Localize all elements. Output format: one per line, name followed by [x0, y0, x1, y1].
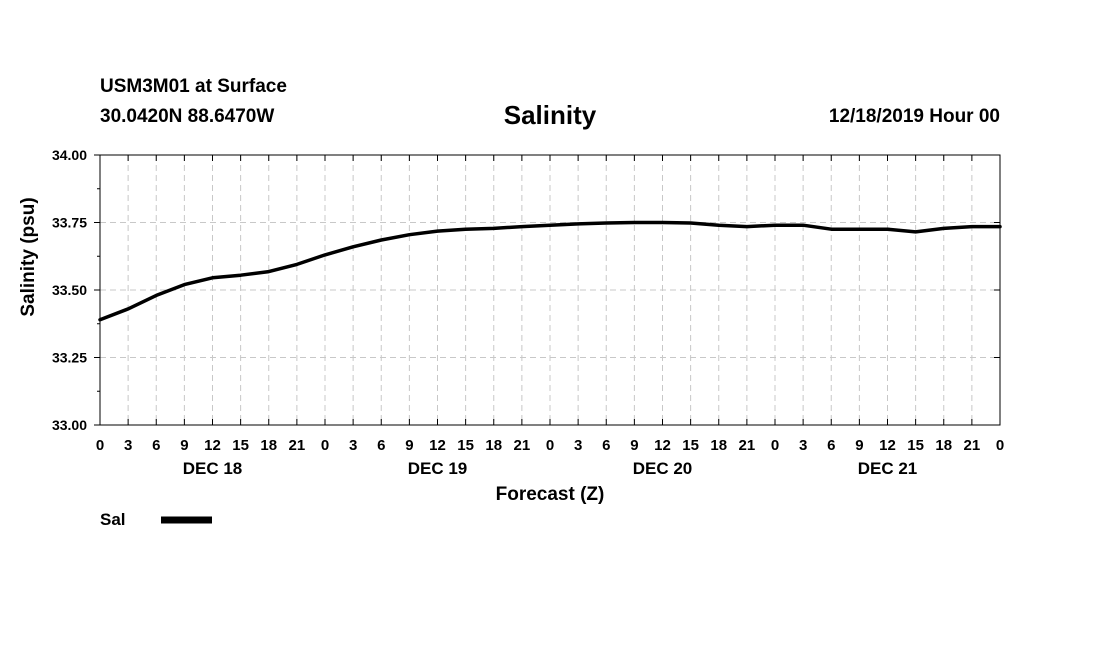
x-tick-label: 6	[152, 437, 160, 454]
x-tick-label: 12	[654, 437, 671, 454]
x-tick-label: 9	[405, 437, 413, 454]
x-tick-label: 9	[630, 437, 638, 454]
chart-title: Salinity	[503, 100, 597, 130]
x-tick-label: 18	[935, 437, 952, 454]
x-tick-label: 0	[96, 437, 104, 454]
y-tick-label: 33.50	[52, 282, 87, 298]
y-tick-label: 33.00	[52, 417, 87, 433]
x-tick-label: 18	[710, 437, 727, 454]
legend-label: Sal	[100, 510, 126, 529]
x-tick-label: 3	[799, 437, 807, 454]
x-tick-label: 0	[546, 437, 554, 454]
x-tick-label: 12	[879, 437, 896, 454]
grid	[100, 155, 1000, 425]
x-tick-label: 12	[204, 437, 221, 454]
x-tick-label: 6	[377, 437, 385, 454]
y-tick-label: 34.00	[52, 147, 87, 163]
axes	[94, 154, 1001, 426]
x-tick-label: 0	[996, 437, 1004, 454]
x-tick-label: 9	[855, 437, 863, 454]
x-tick-label: 3	[574, 437, 582, 454]
x-tick-label: 9	[180, 437, 188, 454]
x-tick-label: 21	[289, 437, 306, 454]
x-tick-label: 15	[232, 437, 249, 454]
x-tick-label: 6	[827, 437, 835, 454]
x-tick-label: 15	[907, 437, 924, 454]
plot-frame	[99, 154, 1001, 426]
x-tick-label: 15	[457, 437, 474, 454]
y-tick-label: 33.75	[52, 215, 87, 231]
tick-labels: 0 3 6 9 12 15 18 21 0 3 6 9 12 15 18 21 0 3 6 9 12 15 18 21 0 3 6 9…	[52, 147, 1004, 478]
forecast-date-label: 12/18/2019 Hour 00	[828, 106, 1000, 127]
x-tick-label: 18	[485, 437, 502, 454]
x-axis-label: Forecast (Z)	[496, 484, 605, 505]
day-label: DEC 19	[408, 459, 468, 478]
coordinates-label: 30.0420N 88.6470W	[100, 106, 275, 127]
x-tick-label: 21	[964, 437, 981, 454]
x-tick-label: 6	[602, 437, 610, 454]
y-tick-label: 33.25	[52, 350, 87, 366]
x-tick-label: 0	[321, 437, 329, 454]
x-tick-label: 0	[771, 437, 779, 454]
x-tick-label: 18	[260, 437, 277, 454]
x-tick-label: 12	[429, 437, 446, 454]
day-label: DEC 21	[858, 459, 918, 478]
y-axis-label: Salinity (psu)	[18, 197, 39, 316]
x-tick-label: 21	[514, 437, 531, 454]
series-layer	[98, 220, 1002, 322]
series-line-sal	[98, 220, 1002, 322]
x-tick-label: 3	[124, 437, 132, 454]
x-tick-label: 21	[739, 437, 756, 454]
day-label: DEC 20	[633, 459, 693, 478]
station-label: USM3M01 at Surface	[100, 76, 287, 97]
x-tick-label: 3	[349, 437, 357, 454]
x-tick-label: 15	[682, 437, 699, 454]
day-label: DEC 18	[183, 459, 243, 478]
legend: Sal	[100, 510, 212, 529]
